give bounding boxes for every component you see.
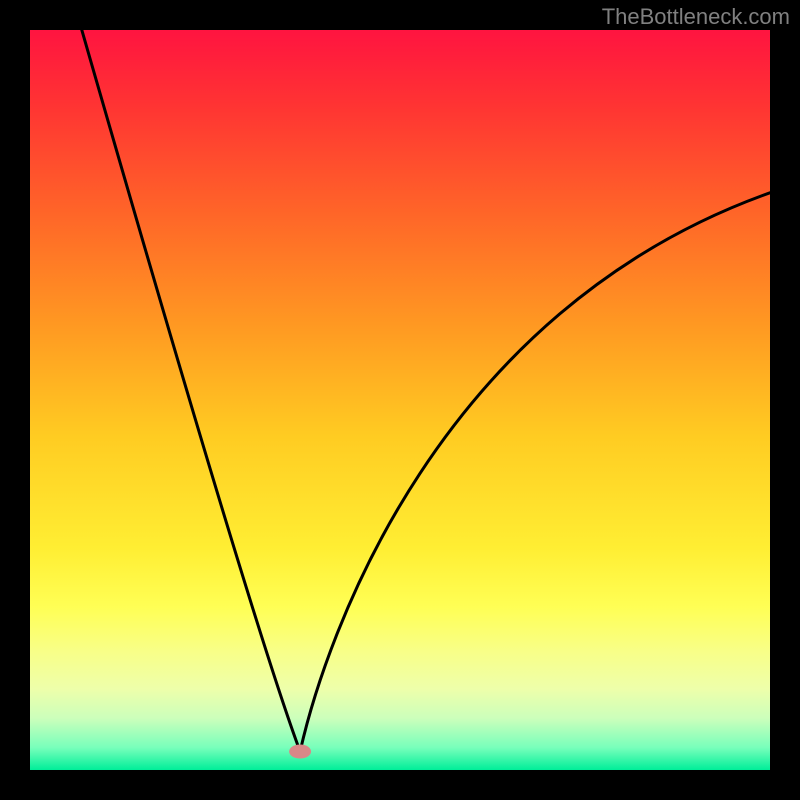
figure-frame: TheBottleneck.com [0,0,800,800]
plot-background [30,30,770,770]
plot-area [30,30,770,770]
optimum-marker [289,745,311,759]
watermark-text: TheBottleneck.com [602,4,790,30]
